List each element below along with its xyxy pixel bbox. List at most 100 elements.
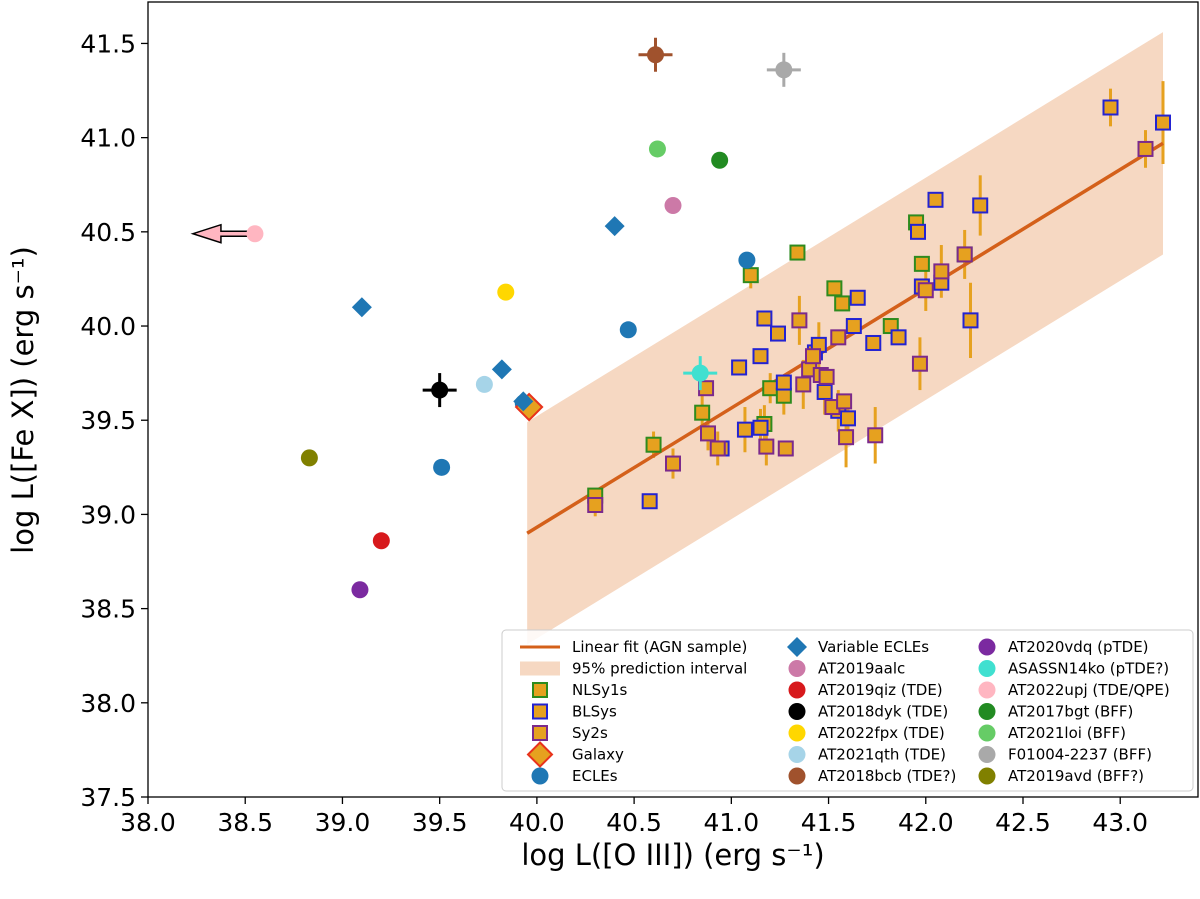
x-tick-label: 41.5 [801, 808, 857, 837]
sy2s-point [867, 427, 884, 444]
sy2s-point [758, 438, 775, 455]
legend-object-marker [978, 703, 996, 720]
legend-object-marker [978, 724, 996, 742]
x-tick-label: 38.0 [120, 808, 176, 837]
legend-object-marker [978, 681, 996, 699]
at2020vdq-point [351, 581, 369, 599]
blsys-point [962, 312, 979, 329]
blsys-point [775, 374, 792, 391]
blsys-point [890, 329, 907, 346]
x-tick-label: 42.0 [898, 808, 954, 837]
y-tick-label: 40.0 [80, 312, 136, 341]
sy2s-point [917, 282, 934, 299]
blsys-point [752, 348, 769, 365]
legend-label: AT2018bcb (TDE?) [818, 767, 956, 785]
legend-object-marker [788, 767, 806, 785]
legend-label: AT2021qth (TDE) [818, 746, 946, 764]
variable-ecle-point [513, 391, 534, 412]
legend-label: AT2019avd (BFF?) [1008, 767, 1144, 785]
legend-square-marker [532, 725, 548, 741]
at2021loi-point [648, 140, 666, 158]
legend-square-marker [532, 682, 548, 698]
variable-ecle-point [491, 359, 512, 380]
ecle-point [738, 251, 756, 269]
sy2s-point [956, 246, 973, 263]
blsys-point [927, 191, 944, 208]
f01004-2237-point [775, 61, 793, 79]
legend-label: NLSy1s [572, 681, 628, 699]
x-tick-label: 40.0 [509, 808, 565, 837]
sy2s-point [795, 376, 812, 393]
nlsy1s-point [775, 387, 792, 404]
x-tick-label: 38.5 [217, 808, 273, 837]
y-axis-label: log L([Fe X]) (erg s⁻¹) [6, 246, 40, 554]
legend-object-marker [978, 660, 996, 677]
x-axis-label: log L([O III]) (erg s⁻¹) [521, 838, 824, 872]
at2021qth-point [475, 375, 493, 393]
legend-ecle-marker [531, 767, 549, 785]
sy2s-point [805, 348, 821, 365]
sy2s-point [830, 329, 847, 346]
legend-object-marker [788, 660, 806, 677]
legend: Linear fit (AGN sample) 95% prediction in… [501, 629, 1194, 792]
sy2s-point [665, 455, 681, 472]
axes: 38.0 38.5 39.0 39.5 40.0 40.5 41.0 41.5 42.0 42.5… [80, 29, 1148, 837]
x-tick-label: 40.5 [606, 808, 662, 837]
at2019qiz-point [372, 532, 390, 550]
legend-label: Sy2s [572, 724, 608, 742]
nlsy1s-point [694, 404, 711, 421]
blsys-point [1102, 99, 1119, 116]
asassn14ko-point [691, 364, 709, 382]
legend-label: BLSys [572, 703, 617, 721]
legend-galaxy-marker [526, 741, 554, 768]
blsys-point [840, 410, 856, 427]
sy2s-point [818, 368, 835, 385]
sy2s-point [836, 393, 853, 410]
y-tick-label: 38.0 [80, 689, 136, 718]
blsys-point [641, 493, 658, 510]
legend-label: AT2020vdq (pTDE) [1008, 638, 1149, 656]
blsys-point [816, 383, 833, 400]
upper-limit-arrow [190, 223, 251, 244]
x-tick-label: 42.5 [995, 808, 1051, 837]
sy2s-point [1137, 140, 1154, 157]
nlsy1s-point [913, 255, 930, 272]
x-tick-label: 39.0 [315, 808, 371, 837]
y-tick-label: 39.5 [80, 406, 136, 435]
blsys-point [849, 289, 866, 306]
blsys-point [865, 334, 882, 351]
at2018bcb-point [647, 46, 664, 64]
legend-object-marker [978, 767, 996, 785]
variable-ecle-point [351, 297, 372, 318]
y-tick-label: 41.5 [80, 29, 136, 58]
at2022fpx-point [497, 283, 515, 301]
blsys-point [736, 421, 753, 438]
legend-label: AT2019aalc [818, 660, 905, 678]
nlsy1s-point [645, 436, 662, 453]
y-tick-label: 40.5 [80, 218, 136, 247]
legend-object-marker [978, 638, 996, 656]
sy2s-point [709, 440, 726, 457]
at2018dyk-point [431, 381, 449, 399]
legend-label: AT2022fpx (TDE) [818, 724, 945, 742]
at2022upj-point [246, 225, 264, 243]
legend-box [501, 629, 1194, 792]
sy2s-point [587, 496, 604, 513]
legend-label: Linear fit (AGN sample) [572, 638, 747, 656]
legend-label: 95% prediction interval [572, 660, 747, 678]
legend-label: AT2022upj (TDE/QPE) [1008, 681, 1170, 699]
legend-label: AT2021loi (BFF) [1008, 724, 1126, 742]
ecle-point [619, 321, 637, 339]
blsys-point [1155, 114, 1171, 131]
sy2s-point [933, 263, 950, 280]
x-tick-label: 43.0 [1092, 808, 1148, 837]
legend-label: AT2018dyk (TDE) [818, 703, 948, 721]
legend-object-marker [788, 681, 806, 699]
legend-object-marker [788, 703, 806, 720]
legend-object-marker [788, 746, 806, 763]
legend-variable-ecle-marker [787, 637, 807, 657]
legend-band-swatch [520, 661, 560, 676]
nlsy1s-point [742, 267, 759, 284]
nlsy1s-point [826, 280, 843, 297]
